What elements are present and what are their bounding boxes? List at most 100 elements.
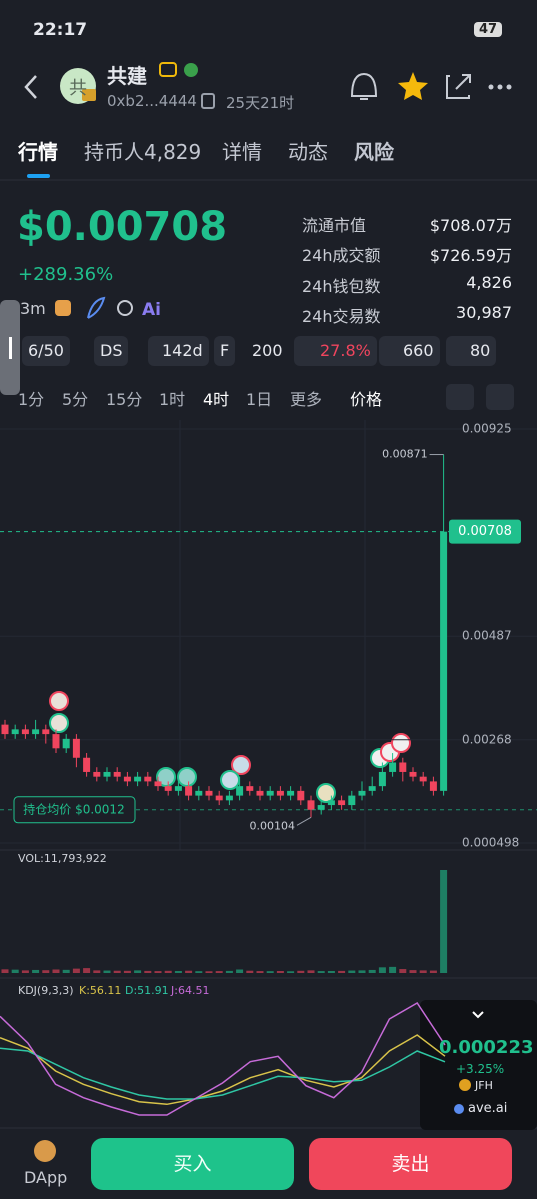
low-marker — [296, 816, 312, 826]
volume-bar — [225, 970, 233, 973]
volume-bar — [154, 971, 162, 973]
bell-icon[interactable] — [350, 72, 378, 100]
back-icon[interactable] — [24, 75, 37, 99]
share-icon[interactable] — [446, 74, 471, 99]
ticker-panel[interactable] — [420, 1000, 537, 1130]
badge[interactable]: 660 — [379, 336, 440, 366]
tab[interactable]: 详情 — [222, 140, 262, 164]
dapp-label[interactable]: DApp — [24, 1168, 68, 1187]
collapse-icon[interactable] — [472, 1011, 484, 1019]
candle-body — [52, 734, 60, 749]
timeframe[interactable]: 更多 — [290, 390, 323, 409]
avg-cost-box — [13, 796, 136, 824]
volume-bar — [144, 970, 152, 973]
tab[interactable]: 持币人4,829 — [84, 140, 202, 164]
candle-body — [123, 776, 131, 782]
price-change: +289.36% — [18, 264, 114, 285]
candle-body — [62, 738, 70, 749]
volume-bar — [440, 870, 448, 973]
candle-body — [378, 771, 386, 787]
candle-body — [11, 729, 19, 735]
interval[interactable]: 3m — [20, 299, 46, 318]
candle-body — [225, 795, 233, 801]
timeframe[interactable]: 1日 — [246, 390, 273, 409]
badge[interactable]: DS — [94, 336, 129, 366]
candle-body — [327, 800, 335, 806]
volume-bar — [246, 970, 254, 973]
volume-bar — [1, 969, 9, 973]
tab[interactable]: 风险 — [354, 140, 394, 164]
badge[interactable]: 80 — [446, 336, 497, 366]
volume-bar — [236, 969, 244, 973]
settings-button[interactable] — [486, 384, 514, 410]
tab[interactable]: 动态 — [288, 140, 328, 164]
candle-body — [21, 729, 29, 735]
volume-bar — [195, 971, 203, 973]
kdj-line — [0, 1047, 446, 1100]
volume-bar — [103, 970, 111, 973]
y-tick-label: 0.000498 — [462, 836, 519, 850]
avg-cost-label: 持仓均价 $0.0012 — [23, 801, 124, 816]
high-label: 0.00871 — [382, 448, 428, 461]
timeframe[interactable]: 5分 — [62, 390, 89, 409]
volume-bar — [419, 970, 427, 973]
candle-body — [195, 790, 203, 796]
y-tick-label: 0.00487 — [462, 629, 512, 643]
candle-body — [317, 805, 325, 810]
timeframe[interactable]: 4时 — [203, 390, 230, 409]
candle-body — [103, 771, 111, 777]
timeframe[interactable]: 1分 — [18, 390, 45, 409]
current-price-label: 0.00708 — [458, 524, 512, 539]
sell-button[interactable]: 卖出 — [309, 1138, 512, 1190]
candle-body — [185, 786, 193, 796]
badge[interactable]: 6/50 — [22, 336, 70, 366]
volume-bar — [174, 970, 182, 973]
volume-bar — [399, 969, 407, 973]
stat-label: 流通市值 — [302, 216, 367, 235]
trade-avatars — [49, 691, 411, 803]
copy-icon[interactable] — [201, 93, 215, 109]
volume-bar — [113, 970, 121, 973]
volume-bar — [276, 970, 284, 973]
candle-body — [154, 781, 162, 787]
candle-body — [338, 800, 346, 806]
badge[interactable]: 142d — [148, 336, 209, 366]
badge[interactable]: F — [214, 336, 236, 366]
battery: 47 — [474, 22, 503, 37]
volume-bar — [42, 970, 50, 973]
candle-body — [93, 771, 101, 777]
token-address[interactable]: 0xb2...4444 — [107, 92, 197, 110]
stat-value: 4,826 — [466, 273, 512, 292]
volume-bar — [368, 969, 376, 973]
timeframe[interactable]: 价格 — [350, 390, 383, 409]
tab[interactable]: 行情 — [18, 140, 58, 164]
volume-bar — [409, 970, 417, 973]
candle-body — [1, 724, 9, 735]
timeframe[interactable]: 15分 — [106, 390, 143, 409]
volume-bar — [317, 971, 325, 973]
volume-bar — [123, 970, 131, 973]
volume-label: VOL:11,793,922 — [18, 852, 107, 865]
candle-body — [113, 771, 121, 777]
volume-bar — [389, 966, 397, 973]
y-tick-label: 0.00268 — [462, 732, 512, 746]
stat-value: $726.59万 — [429, 246, 512, 265]
candle-body — [164, 786, 172, 791]
stat-value: 30,987 — [456, 303, 512, 322]
buy-button[interactable]: 买入 — [91, 1138, 294, 1190]
candle-body — [256, 790, 264, 796]
status-time: 22:17 — [33, 20, 88, 40]
kdj-line — [0, 1001, 446, 1116]
volume-bar — [52, 969, 60, 973]
star-icon[interactable] — [398, 72, 428, 100]
candle-body — [174, 786, 182, 791]
more-icon[interactable] — [488, 84, 512, 90]
stat-label: 24h钱包数 — [302, 277, 381, 296]
volume-bar — [378, 967, 386, 973]
timeframe[interactable]: 1时 — [159, 390, 186, 409]
indicator-button[interactable] — [446, 384, 474, 410]
dapp-icon[interactable] — [34, 1140, 56, 1162]
badge[interactable]: 27.8% — [294, 336, 377, 366]
brand-icon — [454, 1104, 464, 1114]
candle-body — [287, 790, 295, 796]
